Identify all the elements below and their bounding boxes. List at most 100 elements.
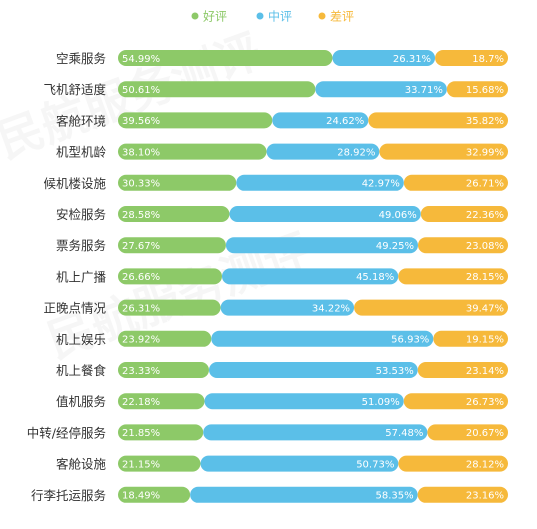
bar-segment-2	[446, 81, 508, 98]
category-label: 机上广播	[56, 269, 107, 284]
legend-marker-2	[318, 12, 326, 20]
bar-segment-0	[118, 143, 267, 160]
category-label: 中转/经停服务	[27, 425, 106, 440]
bar-segment-2	[427, 424, 508, 441]
data-label: 58.35%	[376, 491, 414, 502]
data-label: 28.58%	[122, 210, 160, 221]
category-label: 值机服务	[56, 394, 106, 409]
bar-segment-0	[118, 237, 226, 254]
data-label: 28.12%	[466, 459, 504, 470]
bar-segment-2	[398, 268, 508, 285]
data-label: 39.47%	[466, 303, 504, 314]
bar-segment-0	[118, 486, 191, 503]
data-label: 18.49%	[122, 491, 160, 502]
bar-segment-1	[190, 486, 418, 503]
category-label: 安检服务	[56, 207, 106, 222]
legend-label-2: 差评	[330, 10, 354, 24]
data-label: 26.66%	[122, 272, 160, 283]
data-label: 24.62%	[326, 116, 364, 127]
bar-segment-0	[118, 424, 204, 441]
bar-segment-2	[379, 143, 508, 160]
bar-segment-0	[118, 174, 237, 191]
data-label: 39.56%	[122, 116, 160, 127]
data-label: 49.06%	[379, 210, 417, 221]
bar-segment-1	[225, 237, 418, 254]
data-label: 38.10%	[122, 147, 160, 158]
data-label: 42.97%	[362, 179, 400, 190]
data-label: 20.67%	[466, 428, 504, 439]
bar-segment-0	[118, 393, 205, 410]
data-label: 50.61%	[122, 85, 160, 96]
data-label: 33.71%	[405, 85, 443, 96]
data-label: 57.48%	[385, 428, 423, 439]
bar-segment-0	[118, 362, 209, 378]
bar-segment-1	[272, 112, 369, 129]
bar-segment-2	[435, 50, 508, 66]
category-label: 机型机龄	[56, 145, 107, 160]
category-label: 机上娱乐	[56, 332, 106, 347]
data-label: 26.73%	[466, 397, 504, 408]
legend-label-0: 好评	[203, 10, 227, 24]
data-label: 50.73%	[356, 459, 394, 470]
bar-segment-2	[403, 174, 508, 191]
category-label: 飞机舒适度	[43, 82, 106, 97]
bar-segment-1	[208, 362, 418, 378]
data-label: 28.15%	[466, 272, 504, 283]
bar-segment-1	[266, 143, 380, 160]
data-label: 54.99%	[122, 54, 160, 65]
data-label: 26.31%	[393, 54, 431, 65]
category-label: 空乘服务	[56, 51, 106, 66]
data-label: 15.68%	[466, 85, 504, 96]
bar-segment-1	[221, 268, 399, 285]
data-label: 35.82%	[466, 116, 504, 127]
data-label: 45.18%	[356, 272, 394, 283]
data-label: 32.99%	[466, 147, 504, 158]
bar-segment-2	[398, 455, 508, 472]
legend-marker-1	[256, 12, 264, 20]
bar-segment-1	[200, 455, 399, 472]
category-label: 候机楼设施	[43, 176, 106, 191]
data-label: 27.67%	[122, 241, 160, 252]
bar-segment-1	[204, 393, 404, 410]
bar-segment-2	[354, 299, 508, 316]
data-label: 23.33%	[122, 366, 160, 377]
bar-segment-1	[203, 424, 428, 441]
bar-segment-1	[315, 81, 447, 98]
category-label: 客舱设施	[56, 457, 107, 472]
data-label: 22.18%	[122, 397, 160, 408]
data-label: 51.09%	[362, 397, 400, 408]
bar-segment-1	[220, 299, 355, 316]
data-label: 30.33%	[122, 179, 160, 190]
bar-segment-0	[118, 112, 273, 129]
data-label: 26.31%	[122, 303, 160, 314]
bar-segment-2	[368, 112, 508, 129]
bar-segment-2	[403, 393, 508, 410]
data-label: 19.15%	[466, 335, 504, 346]
bar-segment-1	[236, 174, 404, 191]
data-label: 18.7%	[472, 54, 504, 65]
bar-segment-0	[118, 81, 316, 98]
data-label: 23.14%	[466, 366, 504, 377]
category-label: 票务服务	[56, 238, 106, 253]
data-label: 22.36%	[466, 210, 504, 221]
bar-segment-2	[417, 486, 508, 503]
category-label: 客舱环境	[56, 113, 106, 128]
bar-segment-2	[417, 237, 508, 254]
bar-segment-0	[118, 299, 221, 316]
data-label: 49.25%	[376, 241, 414, 252]
bar-segment-2	[420, 206, 508, 222]
data-label: 23.16%	[466, 491, 504, 502]
bar-segment-2	[417, 362, 508, 378]
bar-segment-1	[211, 330, 434, 347]
data-label: 21.85%	[122, 428, 160, 439]
data-label: 53.53%	[376, 366, 414, 377]
legend-marker-0	[191, 12, 199, 20]
bar-segment-1	[229, 206, 421, 222]
data-label: 23.08%	[466, 241, 504, 252]
bar-segment-1	[332, 50, 436, 66]
legend-label-1: 中评	[268, 9, 292, 24]
category-label: 行李托运服务	[31, 488, 106, 503]
data-label: 26.71%	[466, 179, 504, 190]
bar-segment-0	[118, 455, 201, 472]
